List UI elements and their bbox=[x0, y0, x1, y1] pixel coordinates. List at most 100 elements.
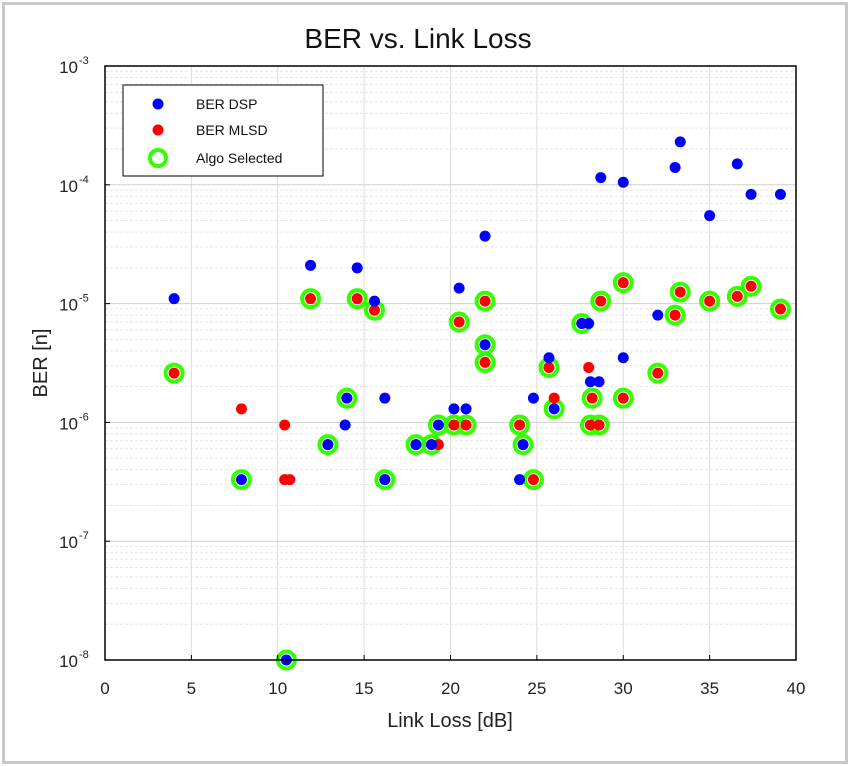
dsp-point bbox=[517, 439, 529, 451]
x-tick-label: 5 bbox=[187, 679, 196, 698]
mlsd-point bbox=[479, 356, 491, 368]
mlsd-point bbox=[586, 392, 598, 404]
y-tick-label: 10 bbox=[59, 296, 78, 315]
mlsd-point bbox=[279, 419, 291, 431]
mlsd-point bbox=[731, 290, 743, 302]
y-tick-exponent: -3 bbox=[79, 55, 89, 67]
algo-selected-point bbox=[669, 281, 691, 303]
mlsd-point bbox=[448, 419, 460, 431]
dsp-point bbox=[527, 392, 539, 404]
x-tick-label: 15 bbox=[355, 679, 374, 698]
dsp-point bbox=[339, 419, 351, 431]
mlsd-point bbox=[460, 419, 472, 431]
dsp-point bbox=[774, 188, 786, 200]
algo-selected-point bbox=[374, 469, 396, 491]
mlsd-point bbox=[669, 309, 681, 321]
algo-selected-point bbox=[346, 288, 368, 310]
mlsd-point bbox=[583, 361, 595, 373]
y-tick-label: 10 bbox=[59, 414, 78, 433]
mlsd-point bbox=[704, 295, 716, 307]
data-series bbox=[163, 136, 791, 671]
legend-marker-algo-selected bbox=[148, 148, 168, 168]
mlsd-point bbox=[305, 293, 317, 305]
algo-selected-point bbox=[726, 285, 748, 307]
mlsd-point bbox=[745, 280, 757, 292]
dsp-point bbox=[460, 403, 472, 415]
legend: BER DSP BER MLSD Algo Selected bbox=[122, 84, 324, 177]
mlsd-point bbox=[479, 295, 491, 307]
algo-selected-point bbox=[336, 387, 358, 409]
legend-label: BER DSP bbox=[196, 96, 257, 112]
y-tick-exponent: -8 bbox=[79, 649, 89, 661]
dsp-point bbox=[548, 403, 560, 415]
dsp-point bbox=[322, 439, 334, 451]
mlsd-point bbox=[284, 474, 296, 486]
y-tick-label: 10 bbox=[59, 58, 78, 77]
mlsd-point bbox=[453, 316, 465, 328]
mlsd-point bbox=[543, 361, 555, 373]
dsp-point bbox=[379, 474, 391, 486]
y-tick-exponent: -6 bbox=[79, 411, 89, 423]
y-tick-exponent: -5 bbox=[79, 293, 89, 305]
x-tick-label: 25 bbox=[527, 679, 546, 698]
mlsd-point bbox=[595, 295, 607, 307]
legend-marker bbox=[152, 124, 164, 136]
algo-selected-point bbox=[699, 290, 721, 312]
algo-selected-point bbox=[612, 272, 634, 294]
dsp-point bbox=[341, 392, 353, 404]
dsp-point bbox=[652, 309, 664, 321]
mlsd-point bbox=[617, 277, 629, 289]
y-tick-label: 10 bbox=[59, 177, 78, 196]
x-tick-label: 35 bbox=[700, 679, 719, 698]
dsp-point bbox=[379, 392, 391, 404]
algo-selected-point bbox=[612, 387, 634, 409]
y-tick-exponent: -7 bbox=[79, 530, 89, 542]
mlsd-point bbox=[617, 392, 629, 404]
mlsd-point bbox=[652, 367, 664, 379]
mlsd-point bbox=[527, 474, 539, 486]
x-tick-label: 10 bbox=[268, 679, 287, 698]
legend-label: Algo Selected bbox=[196, 150, 282, 166]
dsp-point bbox=[479, 230, 491, 242]
algo-selected-point bbox=[664, 304, 686, 326]
mlsd-point bbox=[235, 403, 247, 415]
mlsd-point bbox=[368, 304, 380, 316]
mlsd-point bbox=[514, 419, 526, 431]
mlsd-point bbox=[168, 367, 180, 379]
legend-marker bbox=[152, 98, 164, 110]
dsp-point bbox=[593, 376, 605, 388]
dsp-point bbox=[448, 403, 460, 415]
dsp-point bbox=[410, 439, 422, 451]
series-algo-selected bbox=[163, 272, 791, 671]
chart-title: BER vs. Link Loss bbox=[304, 23, 531, 54]
dsp-point bbox=[514, 474, 526, 486]
dsp-point bbox=[305, 259, 317, 271]
algo-selected-point bbox=[647, 362, 669, 384]
dsp-point bbox=[669, 161, 681, 173]
dsp-point bbox=[479, 339, 491, 351]
dsp-point bbox=[168, 293, 180, 305]
dsp-point bbox=[543, 352, 555, 364]
algo-selected-point bbox=[163, 362, 185, 384]
algo-selected-point bbox=[230, 469, 252, 491]
x-axis-label: Link Loss [dB] bbox=[387, 710, 513, 732]
algo-selected-point bbox=[474, 351, 496, 373]
dsp-point bbox=[432, 419, 444, 431]
algo-selected-point bbox=[581, 387, 603, 409]
y-tick-label: 10 bbox=[59, 652, 78, 671]
algo-selected-point bbox=[300, 288, 322, 310]
series-ber-dsp bbox=[168, 136, 786, 666]
y-tick-labels: 10-810-710-610-510-410-3 bbox=[59, 55, 110, 671]
algo-selected-point bbox=[509, 414, 531, 436]
y-axis-label: BER [n] bbox=[30, 329, 52, 398]
y-tick-exponent: -4 bbox=[79, 174, 89, 186]
x-tick-label: 30 bbox=[614, 679, 633, 698]
dsp-point bbox=[595, 172, 607, 184]
dsp-point bbox=[617, 176, 629, 188]
dsp-point bbox=[584, 376, 596, 388]
dsp-point bbox=[425, 439, 437, 451]
x-tick-label: 0 bbox=[100, 679, 109, 698]
dsp-point bbox=[368, 295, 380, 307]
algo-selected-point bbox=[317, 434, 339, 456]
